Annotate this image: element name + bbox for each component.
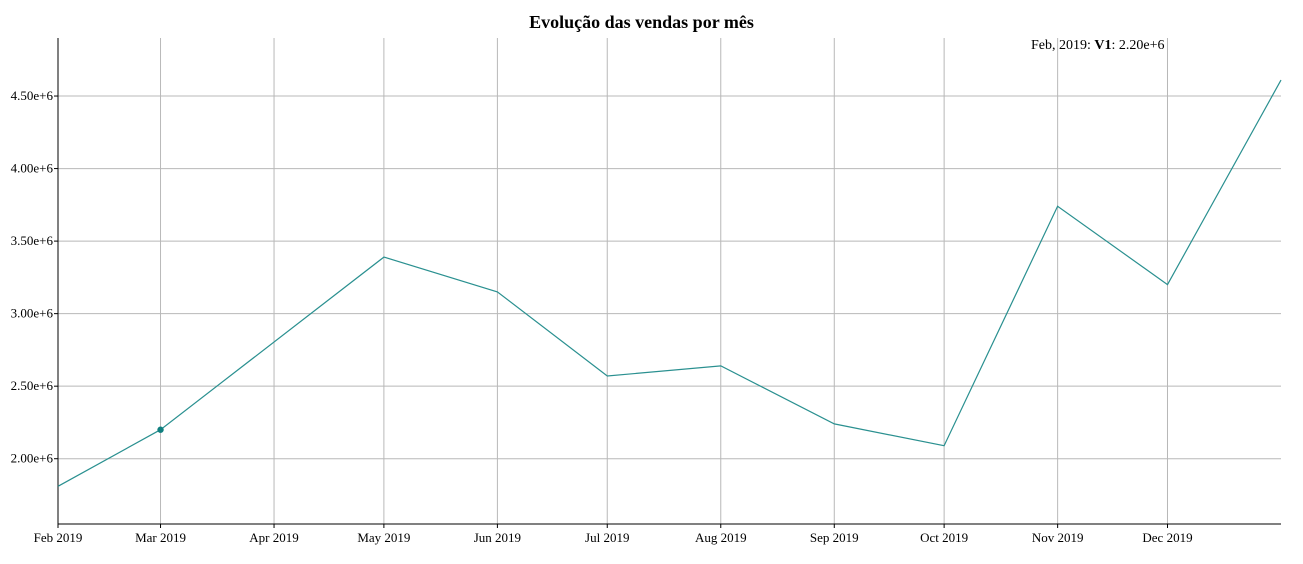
y-tick-label: 2.00e+6 <box>11 451 54 466</box>
x-tick-label: Jul 2019 <box>585 530 629 545</box>
series-layer <box>57 79 1282 487</box>
series-line-v1[interactable] <box>57 79 1282 487</box>
x-tick-label: Jun 2019 <box>474 530 521 545</box>
legend-series-name: V1 <box>1094 38 1112 53</box>
legend: Feb, 2019: V1: 2.20e+6 <box>1031 38 1165 54</box>
y-tick-label: 4.50e+6 <box>11 88 54 103</box>
x-tick-label: Mar 2019 <box>135 530 186 545</box>
x-tick-label: May 2019 <box>357 530 410 545</box>
x-tick-label: Oct 2019 <box>920 530 968 545</box>
chart-title: Evolução das vendas por mês <box>529 12 754 32</box>
tick-labels: 2.00e+6 2.50e+6 3.00e+6 3.50e+6 4.00e+6 4.50e… <box>11 88 1193 545</box>
x-tick-label: Nov 2019 <box>1032 530 1084 545</box>
x-tick-label: Aug 2019 <box>695 530 747 545</box>
y-tick-label: 4.00e+6 <box>11 161 54 176</box>
y-tick-label: 2.50e+6 <box>11 378 54 393</box>
y-tick-label: 3.50e+6 <box>11 233 54 248</box>
x-tick-label: Dec 2019 <box>1142 530 1192 545</box>
axes <box>54 38 1281 528</box>
grid-lines <box>57 38 1281 524</box>
legend-value-text: : 2.20e+6 <box>1111 38 1165 53</box>
x-tick-label: Sep 2019 <box>810 530 859 545</box>
legend-date-text: Feb, 2019: <box>1031 38 1095 53</box>
x-tick-label: Feb 2019 <box>34 530 83 545</box>
highlighted-point[interactable] <box>157 426 164 433</box>
x-tick-label: Apr 2019 <box>249 530 298 545</box>
y-tick-label: 3.00e+6 <box>11 306 54 321</box>
